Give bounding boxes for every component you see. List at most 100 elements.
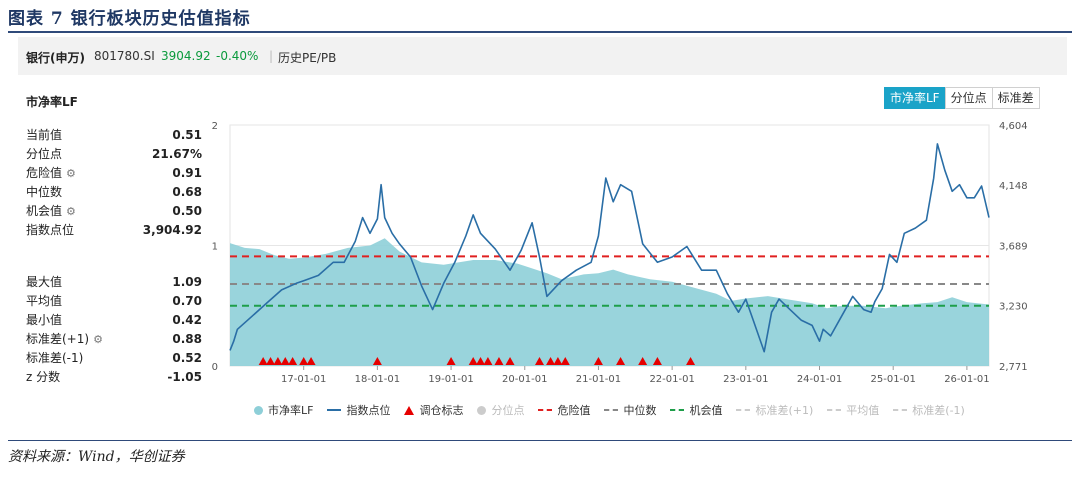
- legend-item[interactable]: 分位点: [477, 402, 524, 418]
- rebalance-marker: [534, 357, 544, 365]
- rebalance-marker: [560, 357, 570, 365]
- stat-value: -1.05: [167, 370, 202, 384]
- stat-label: 机会值 ⚙: [26, 202, 76, 221]
- x-tick-label: 25-01-01: [871, 374, 916, 385]
- x-tick-label: 26-01-01: [944, 374, 989, 385]
- legend-dot-icon: [477, 405, 487, 415]
- x-tick-label: 17-01-01: [281, 374, 326, 385]
- legend-item[interactable]: 危险值: [538, 402, 590, 418]
- stats-history: 最大值 1.09 平均值 0.70 最小值 0.42 标准差(+1) ⚙ 0.88 标准差(-1)…: [26, 273, 202, 387]
- index-name: 银行(申万): [26, 51, 85, 65]
- rebalance-marker: [638, 357, 648, 365]
- stat-row: 中位数 0.68: [26, 183, 202, 202]
- gear-icon[interactable]: ⚙: [66, 167, 76, 180]
- x-tick-label: 23-01-01: [723, 374, 768, 385]
- legend-item[interactable]: 中位数: [604, 402, 656, 418]
- stat-label-text: 平均值: [26, 294, 63, 308]
- legend-item[interactable]: 机会值: [670, 402, 722, 418]
- stat-label-text: 当前值: [26, 128, 63, 142]
- stat-label-text: 最小值: [26, 313, 63, 327]
- stat-label: 当前值: [26, 126, 62, 145]
- legend-label: 机会值: [689, 404, 723, 417]
- stat-label: z 分数: [26, 368, 60, 387]
- stat-value: 0.42: [172, 313, 202, 327]
- legend-label: 标准差(+1): [755, 404, 814, 417]
- legend-item[interactable]: 标准差(-1): [893, 402, 965, 418]
- y-left-tick-label: 0: [212, 362, 218, 373]
- legend-dash-icon: [827, 409, 842, 411]
- stat-value: 21.67%: [152, 147, 202, 161]
- legend-label: 危险值: [557, 404, 591, 417]
- rebalance-marker: [468, 357, 478, 365]
- legend-label: 标准差(-1): [912, 404, 965, 417]
- rebalance-marker: [546, 357, 556, 365]
- rebalance-marker: [652, 357, 662, 365]
- stat-label-text: 标准差(-1): [26, 351, 84, 365]
- rebalance-marker: [288, 357, 298, 365]
- figure-source: 资料来源：Wind，华创证券: [8, 449, 185, 465]
- stat-label: 最大值: [26, 273, 62, 292]
- index-line: [229, 143, 990, 353]
- stat-value: 0.50: [172, 204, 202, 218]
- index-code: 801780.SI: [94, 49, 155, 63]
- stat-label-text: z 分数: [26, 370, 61, 384]
- legend-item[interactable]: 市净率LF: [254, 402, 313, 418]
- index-header: 银行(申万) 801780.SI 3904.92 -0.40% | 历史PE/P…: [18, 37, 1067, 75]
- legend-item[interactable]: 指数点位: [327, 402, 390, 418]
- legend-triangle-icon: [404, 405, 415, 415]
- legend-item[interactable]: 平均值: [827, 402, 879, 418]
- rebalance-marker: [280, 357, 290, 365]
- legend-dash-icon: [893, 409, 908, 411]
- rebalance-marker: [686, 357, 696, 365]
- y-right-tick-label: 3,230: [999, 302, 1028, 313]
- tab-pb-lf[interactable]: 市净率LF: [884, 87, 946, 109]
- rebalance-marker: [483, 357, 493, 365]
- rebalance-marker: [446, 357, 456, 365]
- stat-row: 分位点 21.67%: [26, 145, 202, 164]
- chart-legend: 市净率LF 指数点位 调仓标志 分位点 危险值 中位数 机会值 标准差(+1) 平均值 标准差(-…: [254, 402, 979, 418]
- header-separator: |: [269, 49, 274, 63]
- rebalance-marker: [258, 357, 268, 365]
- gear-icon[interactable]: ⚙: [66, 205, 76, 218]
- rebalance-marker: [593, 357, 603, 365]
- x-tick-label: 18-01-01: [355, 374, 400, 385]
- stat-row: 最小值 0.42: [26, 311, 202, 330]
- y-right-tick-label: 4,148: [999, 181, 1028, 192]
- stat-row: 当前值 0.51: [26, 126, 202, 145]
- legend-label: 中位数: [623, 404, 657, 417]
- rebalance-marker: [266, 357, 276, 365]
- y-right-tick-label: 2,771: [999, 362, 1028, 373]
- stat-value: 0.51: [172, 128, 202, 142]
- title-rule: [8, 31, 1072, 33]
- tab-percentile[interactable]: 分位点: [944, 87, 993, 109]
- stat-row: 标准差(-1) 0.52: [26, 349, 202, 368]
- stat-label: 平均值: [26, 292, 62, 311]
- legend-item[interactable]: 调仓标志: [404, 402, 463, 418]
- x-tick-label: 24-01-01: [797, 374, 842, 385]
- legend-dot-icon: [254, 405, 263, 415]
- stat-label-text: 标准差(+1): [26, 332, 90, 346]
- stat-label: 指数点位: [26, 221, 74, 240]
- stat-value: 0.70: [172, 294, 202, 308]
- stat-label-text: 最大值: [26, 275, 63, 289]
- stat-label-text: 中位数: [26, 185, 63, 199]
- stat-row: 危险值 ⚙ 0.91: [26, 164, 202, 183]
- history-pe-pb-link[interactable]: 历史PE/PB: [278, 51, 337, 65]
- stat-value: 0.88: [172, 332, 202, 346]
- figure-title: 图表 7 银行板块历史估值指标: [8, 9, 251, 29]
- rebalance-marker: [299, 357, 309, 365]
- legend-label: 平均值: [846, 404, 880, 417]
- gear-icon[interactable]: ⚙: [93, 333, 103, 346]
- legend-label: 指数点位: [346, 404, 391, 417]
- legend-item[interactable]: 标准差(+1): [736, 402, 813, 418]
- rebalance-marker: [476, 357, 486, 365]
- x-tick-label: 21-01-01: [576, 374, 621, 385]
- valuation-chart: 0 1 2 2,771 3,230 3,689 4,148 4,604 17-01-01 18-0…: [212, 121, 1028, 385]
- stat-value: 0.91: [172, 166, 202, 180]
- stat-label-text: 指数点位: [26, 223, 75, 237]
- tab-std-dev[interactable]: 标准差: [991, 87, 1040, 109]
- index-change: -0.40%: [216, 49, 259, 63]
- rebalance-marker: [553, 357, 563, 365]
- y-left-tick-label: 2: [212, 121, 218, 132]
- legend-dash-icon: [670, 409, 685, 411]
